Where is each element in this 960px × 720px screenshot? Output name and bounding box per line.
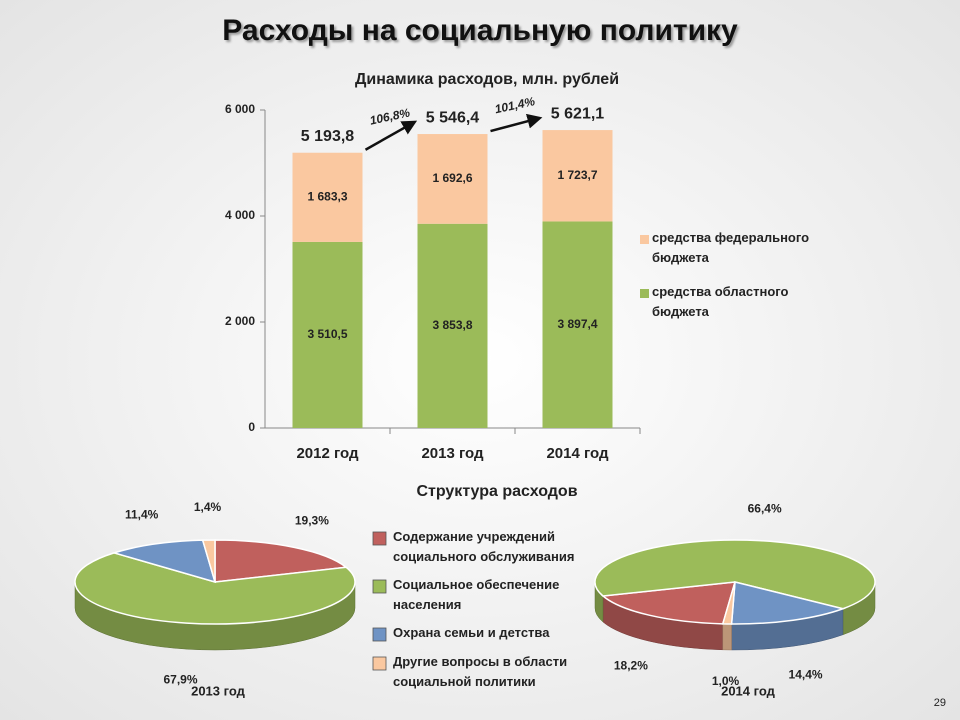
pie-value-label: 1,4%	[194, 500, 222, 514]
growth-label: 106,8%	[368, 105, 411, 127]
legend-label-box: средства федерального бюджета	[652, 230, 810, 265]
x-tick-label: 2013 год	[421, 445, 484, 462]
x-tick-label: 2012 год	[296, 445, 359, 462]
total-label: 5 621,1	[551, 105, 604, 122]
pie-slice	[594, 539, 876, 610]
pie-slice	[111, 539, 217, 584]
pie-side	[722, 623, 732, 651]
total-label: 5 193,8	[301, 128, 354, 145]
legend-label: средства областного бюджета	[652, 284, 789, 319]
legend-label: Другие вопросы в области социальной поли…	[393, 654, 568, 689]
y-tick-label: 0	[248, 420, 255, 434]
slide-title: Расходы на социальную политику	[222, 14, 738, 47]
bar-segment	[417, 134, 488, 224]
x-tick-label: 2014 год	[546, 445, 609, 462]
pie-title: Структура расходов	[416, 483, 577, 500]
legend-label: Социальное обеспечение населения	[393, 577, 560, 612]
pie-value-label: 1,0%	[712, 674, 740, 688]
legend-label-box: средства областного бюджета	[652, 284, 789, 319]
legend-swatch	[372, 531, 387, 546]
segment-label: 3 897,4	[557, 317, 597, 331]
segment-label: 1 723,7	[557, 168, 597, 182]
legend-label-box: Другие вопросы в области социальной поли…	[393, 654, 568, 689]
pie-slice	[601, 581, 737, 625]
pie-value-label: 11,4%	[125, 507, 159, 521]
pie-slice	[214, 539, 348, 583]
growth-label: 101,4%	[493, 94, 536, 116]
total-label: 5 546,4	[426, 109, 479, 126]
legend-label-box: Охрана семьи и детства	[393, 625, 550, 640]
y-tick-label: 4 000	[225, 208, 255, 222]
pie-subtitle: 2013 год	[191, 683, 246, 698]
pie-value-label: 19,3%	[295, 513, 329, 527]
bar-segment	[417, 223, 488, 428]
pie-value-label: 66,4%	[748, 501, 782, 515]
legend-swatch	[372, 627, 387, 642]
pie-subtitle: 2014 год	[721, 683, 776, 698]
growth-arrow	[364, 120, 418, 151]
legend-label-box: Содержание учреждений социального обслуж…	[393, 529, 575, 564]
legend-label: Охрана семьи и детства	[393, 625, 550, 640]
bar-segment	[292, 152, 363, 242]
legend-label-box: Социальное обеспечение населения	[393, 577, 560, 612]
page-number: 29	[934, 697, 946, 709]
pie-slice	[730, 581, 846, 625]
y-tick-label: 6 000	[225, 102, 255, 116]
legend-label: Содержание учреждений социального обслуж…	[393, 529, 575, 564]
pie-value-label: 67,9%	[164, 673, 198, 687]
pie-slice	[201, 539, 216, 583]
legend-swatch	[372, 656, 387, 671]
bar-segment	[542, 130, 613, 222]
growth-arrow	[490, 113, 543, 133]
segment-label: 1 692,6	[432, 171, 472, 185]
legend-swatch	[640, 289, 649, 298]
pie-value-label: 18,2%	[614, 659, 648, 673]
bar-segment	[292, 241, 363, 428]
legend-label: средства федерального бюджета	[652, 230, 810, 265]
pie-value-label: 14,4%	[789, 667, 823, 681]
y-tick-label: 2 000	[225, 314, 255, 328]
segment-label: 1 683,3	[307, 190, 347, 204]
segment-label: 3 510,5	[307, 327, 347, 341]
pie-slice	[74, 552, 356, 625]
pie-slice	[721, 581, 736, 625]
segment-label: 3 853,8	[432, 318, 472, 332]
legend-swatch	[640, 235, 649, 244]
legend-swatch	[372, 579, 387, 594]
bar-segment	[542, 221, 613, 428]
bar-title: Динамика расходов, млн. рублей	[355, 71, 619, 88]
